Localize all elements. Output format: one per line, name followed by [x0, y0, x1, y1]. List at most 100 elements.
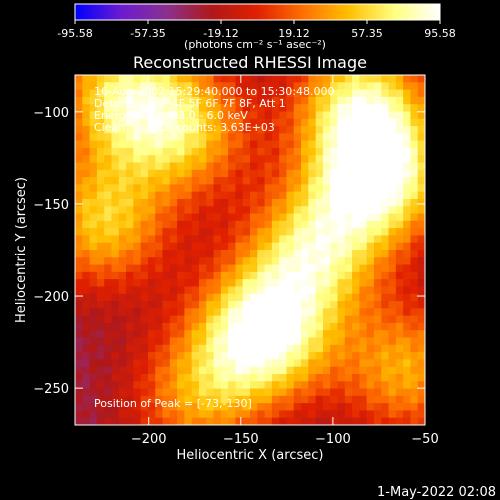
heatmap-cell [366, 395, 375, 404]
heatmap-cell [235, 126, 244, 134]
heatmap-cell [75, 198, 83, 207]
heatmap-cell [213, 89, 222, 98]
heatmap-cell [206, 75, 215, 83]
heatmap-cell [75, 250, 83, 258]
heatmap-cell [315, 184, 324, 193]
heatmap-cell [242, 242, 251, 251]
heatmap-cell [75, 228, 83, 237]
heatmap-cell [257, 293, 266, 302]
heatmap-cell [75, 169, 83, 178]
heatmap-cell [271, 162, 280, 171]
heatmap-cell [257, 198, 266, 207]
heatmap-cell [410, 373, 419, 382]
heatmap-cell [177, 118, 185, 127]
heatmap-cell [89, 279, 98, 288]
heatmap-cell [271, 308, 280, 317]
heatmap-cell [388, 89, 397, 98]
heatmap-cell [264, 344, 273, 353]
heatmap-cell [89, 118, 98, 127]
heatmap-cell [410, 359, 419, 368]
heatmap-cell [111, 279, 120, 288]
heatmap-cell [322, 264, 331, 273]
heatmap-cell [373, 388, 382, 397]
heatmap-cell [395, 395, 404, 404]
heatmap-cell [111, 359, 120, 368]
heatmap-cell [228, 279, 237, 288]
heatmap-cell [366, 417, 375, 425]
heatmap-cell [118, 264, 127, 273]
heatmap-cell [417, 111, 425, 120]
heatmap-cell [352, 403, 360, 412]
heatmap-cell [293, 330, 302, 339]
heatmap-cell [126, 257, 134, 266]
heatmap-cell [381, 410, 390, 419]
heatmap-cell [82, 104, 91, 113]
heatmap-cell [220, 352, 229, 360]
heatmap-cell [191, 395, 200, 404]
heatmap-cell [257, 410, 266, 419]
heatmap-cell [417, 359, 425, 368]
heatmap-cell [352, 264, 360, 273]
heatmap-cell [213, 162, 222, 171]
heatmap-cell [147, 133, 156, 142]
colorbar-ticks: -95.58 -57.35 -19.12 19.12 57.35 95.58 [57, 20, 456, 40]
heatmap-cell [96, 337, 105, 346]
heatmap-cell [373, 308, 382, 317]
heatmap-cell [395, 140, 404, 149]
heatmap-cell [213, 257, 222, 266]
heatmap-cell [235, 344, 244, 353]
heatmap-cell [381, 177, 390, 185]
heatmap-cell [388, 344, 397, 353]
heatmap-cell [184, 104, 193, 113]
heatmap-cell [308, 337, 317, 346]
heatmap-cell [184, 198, 193, 207]
heatmap-cell [118, 271, 127, 280]
heatmap-cell [337, 228, 346, 237]
heatmap-cell [293, 155, 302, 164]
heatmap-cell [352, 271, 360, 280]
heatmap-cell [140, 257, 149, 266]
heatmap-cell [140, 301, 149, 309]
heatmap-cell [96, 352, 105, 360]
heatmap-cell [82, 155, 91, 164]
heatmap-cell [133, 162, 142, 171]
heatmap-cell [191, 381, 200, 390]
heatmap-cell [403, 286, 412, 295]
heatmap-cell [417, 308, 425, 317]
heatmap-cell [118, 213, 127, 222]
heatmap-cell [206, 403, 215, 412]
heatmap-cell [169, 155, 178, 164]
heatmap-cell [206, 111, 215, 120]
heatmap-cell [344, 250, 353, 258]
heatmap-cell [126, 293, 134, 302]
heatmap-cell [337, 344, 346, 353]
heatmap-cell [140, 184, 149, 193]
heatmap-cell [89, 366, 98, 375]
heatmap-cell [184, 403, 193, 412]
heatmap-cell [395, 315, 404, 324]
heatmap-cell [118, 133, 127, 142]
heatmap-cell [104, 155, 113, 164]
heatmap-cell [359, 147, 368, 156]
heatmap-cell [82, 169, 91, 178]
heatmap-cell [410, 228, 419, 237]
heatmap-cell [96, 271, 105, 280]
heatmap-cell [155, 315, 164, 324]
annotation-counts: Total counts: 3.63E+03 [146, 121, 275, 134]
heatmap-cell [322, 286, 331, 295]
heatmap-cell [352, 82, 360, 91]
heatmap-cell [366, 330, 375, 339]
heatmap-cell [235, 315, 244, 324]
heatmap-cell [330, 264, 339, 273]
heatmap-cell [111, 344, 120, 353]
heatmap-cell [301, 410, 309, 419]
heatmap-cell [366, 286, 375, 295]
heatmap-cell [184, 184, 193, 193]
heatmap-cell [308, 213, 317, 222]
heatmap-cell [147, 381, 156, 390]
heatmap-cell [198, 373, 207, 382]
heatmap-cell [315, 162, 324, 171]
heatmap-cell [184, 155, 193, 164]
heatmap-cell [301, 235, 309, 244]
heatmap-cell [388, 293, 397, 302]
